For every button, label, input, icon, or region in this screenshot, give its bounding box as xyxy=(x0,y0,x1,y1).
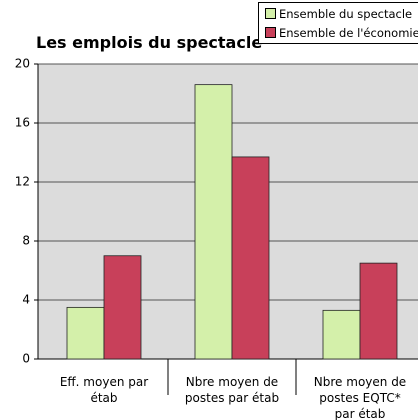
y-tick-label: 20 xyxy=(15,57,30,71)
bar xyxy=(322,309,361,360)
y-tick-label: 16 xyxy=(15,116,30,130)
legend-swatch xyxy=(265,27,276,38)
legend-entry: Ensemble de l'économie xyxy=(265,26,418,40)
legend-entry: Ensemble du spectacle xyxy=(265,7,412,21)
x-tick-label: Nbre moyen de postes par étab xyxy=(184,375,280,405)
legend-label: Ensemble de l'économie xyxy=(279,26,418,40)
chart-title: Les emplois du spectacle xyxy=(36,33,263,52)
legend-label: Ensemble du spectacle xyxy=(279,7,413,21)
x-tick-label: Eff. moyen par étab xyxy=(59,375,149,405)
legend: Ensemble du spectacle Ensemble de l'écono… xyxy=(258,2,418,44)
bar xyxy=(103,255,142,360)
bar xyxy=(66,306,105,360)
y-tick-label: 0 xyxy=(22,352,30,366)
y-tick-label: 12 xyxy=(15,175,30,189)
bar xyxy=(359,262,398,360)
bar xyxy=(194,84,233,360)
y-tick-label: 4 xyxy=(22,293,30,307)
y-tick-label: 8 xyxy=(22,234,30,248)
x-tick-label: Nbre moyen de postes EQTC* par étab xyxy=(313,375,407,420)
legend-swatch xyxy=(265,8,276,19)
bar xyxy=(231,156,270,360)
